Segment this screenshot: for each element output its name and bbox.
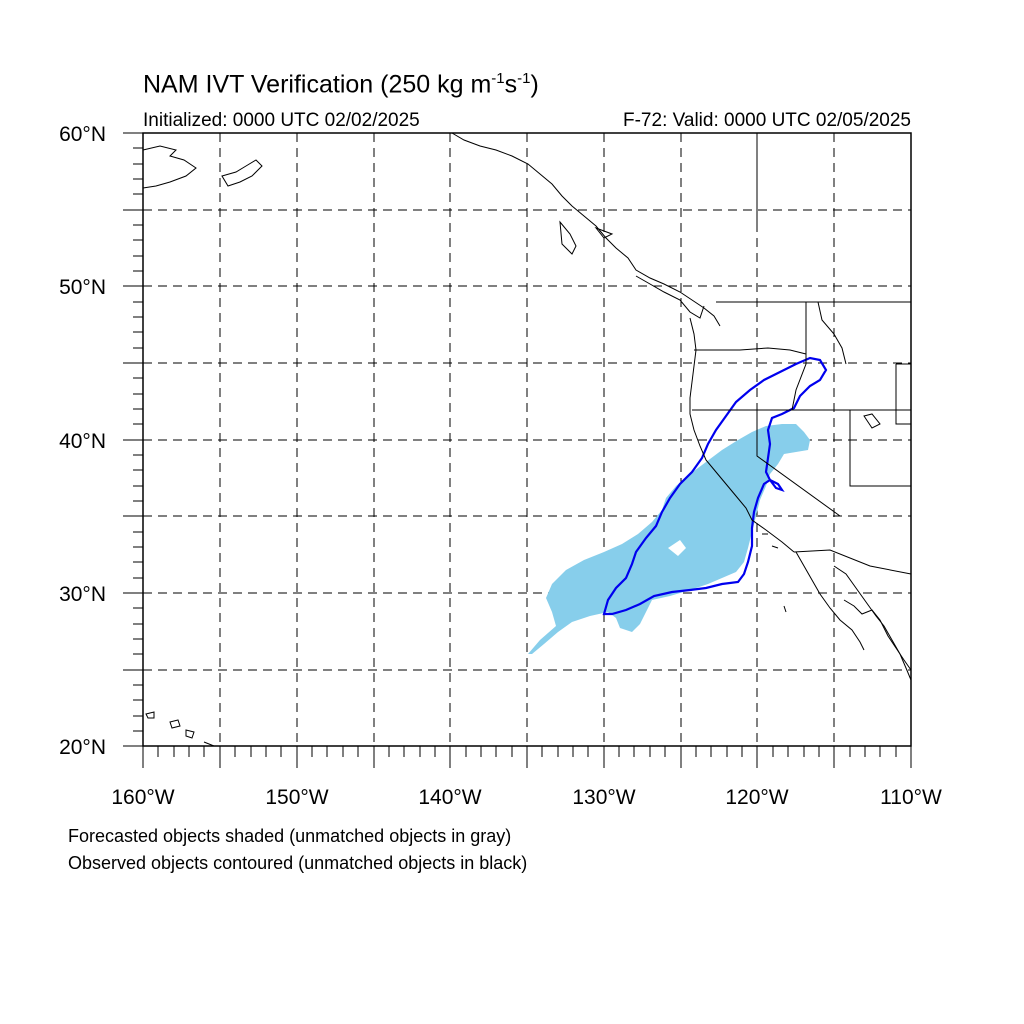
forecast-ivt-object <box>528 424 810 654</box>
title-sup-1: -1 <box>491 70 505 87</box>
legend-observed-note: Observed objects contoured (unmatched ob… <box>68 853 528 873</box>
title-end: ) <box>530 70 539 99</box>
lat-label-50: 50°N <box>59 276 106 299</box>
observed-ivt-contour <box>602 356 828 616</box>
lon-labels: 160°W 150°W 140°W 130°W 120°W 110°W <box>111 786 942 809</box>
title-text: NAM IVT Verification (250 kg m <box>143 70 492 99</box>
forecast-ivt-hole <box>668 540 686 556</box>
lat-label-60: 60°N <box>59 123 106 146</box>
lon-label-160w: 160°W <box>111 786 174 809</box>
lon-tick-marks <box>142 746 912 768</box>
initialized-time: Initialized: 0000 UTC 02/02/2025 <box>143 110 420 131</box>
title-sup-2: -1 <box>517 70 531 87</box>
lat-label-20: 20°N <box>59 736 106 759</box>
legend-forecast-note: Forecasted objects shaded (unmatched obj… <box>68 826 512 846</box>
lat-labels: 60°N 50°N 40°N 30°N 20°N <box>59 123 106 759</box>
title-unit-s: s <box>504 70 518 99</box>
lon-label-140w: 140°W <box>418 786 481 809</box>
lon-label-130w: 130°W <box>572 786 635 809</box>
lat-label-40: 40°N <box>59 430 106 453</box>
page-title: NAM IVT Verification (250 kg m-1s-1) <box>143 70 539 99</box>
lat-label-30: 30°N <box>59 583 106 606</box>
valid-time: F-72: Valid: 0000 UTC 02/05/2025 <box>623 110 911 131</box>
lat-tick-marks <box>123 132 143 747</box>
coastlines <box>142 132 912 747</box>
lon-label-120w: 120°W <box>725 786 788 809</box>
lon-label-110w: 110°W <box>880 786 942 809</box>
lon-label-150w: 150°W <box>265 786 328 809</box>
political-borders <box>692 133 912 575</box>
